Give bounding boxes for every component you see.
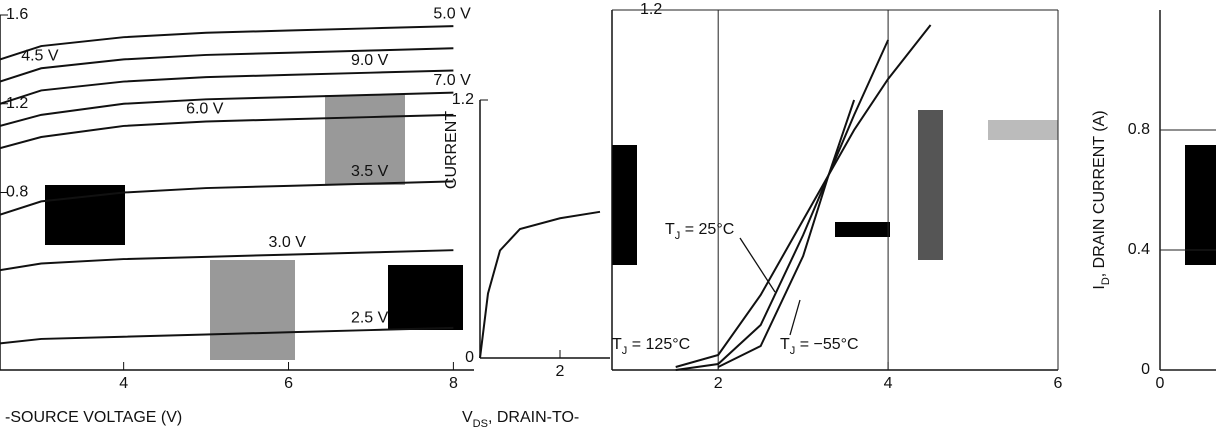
arrow <box>739 237 776 293</box>
label-part: J <box>675 230 681 242</box>
label-part: J <box>790 345 796 357</box>
label-part: = −55°C <box>795 336 858 353</box>
x-tick-label: 4 <box>119 375 128 392</box>
series-label: 4.5 V <box>21 47 59 64</box>
block <box>1185 145 1216 265</box>
series-line <box>0 69 454 105</box>
x-tick-label: 4 <box>884 375 893 392</box>
x-tick-label: 6 <box>1054 375 1063 392</box>
series-line <box>0 47 454 83</box>
x-tick-label: 6 <box>284 375 293 392</box>
label-part: J <box>622 345 628 357</box>
block <box>210 260 295 360</box>
x-tick-label: 0 <box>1156 375 1165 392</box>
y-tick-label: 0.8 <box>6 184 28 201</box>
y-tick-label: 0.8 <box>1128 121 1150 138</box>
label-part: I <box>1091 285 1108 289</box>
label-part: , DRAIN-TO- <box>488 409 579 426</box>
label-part: T <box>612 336 622 353</box>
label-part: = 125°C <box>627 336 690 353</box>
label-part: = 25°C <box>680 221 734 238</box>
y-tick-label: 1.6 <box>6 6 28 23</box>
series-label: 6.0 V <box>186 101 224 118</box>
block <box>325 95 405 185</box>
label-part: , DRAIN CURRENT (A) <box>1091 110 1108 277</box>
annotation: TJ = 125°C <box>612 336 690 357</box>
block <box>45 185 125 245</box>
block <box>835 222 890 237</box>
label-part: T <box>780 336 790 353</box>
series-line <box>0 113 454 150</box>
y-tick-label: 0 <box>465 349 474 366</box>
arrow <box>789 299 801 336</box>
series-line <box>717 99 856 368</box>
label-part: CURRENT <box>443 111 460 189</box>
series-label: 5.0 V <box>433 5 471 22</box>
x-tick-label: 8 <box>449 375 458 392</box>
arrows <box>739 237 801 336</box>
series-line <box>0 91 454 127</box>
label-part: T <box>665 221 675 238</box>
label-part: -SOURCE VOLTAGE (V) <box>5 409 182 426</box>
block <box>988 120 1058 140</box>
series-line <box>0 326 454 345</box>
x-tick-label: 2 <box>556 363 565 380</box>
glitch-blocks <box>45 95 1216 360</box>
label-part: V <box>462 409 473 426</box>
series-line <box>675 24 932 368</box>
block <box>388 265 463 330</box>
x-axis-label: -SOURCE VOLTAGE (V) <box>5 409 182 426</box>
y-axis-label: CURRENT <box>443 111 460 189</box>
y-tick-label: 1.2 <box>452 91 474 108</box>
series-label: 3.0 V <box>269 234 307 251</box>
series-label: 3.5 V <box>351 163 389 180</box>
block <box>612 145 637 265</box>
series-line <box>0 25 454 61</box>
label-part: DS <box>473 418 488 430</box>
block <box>918 110 943 260</box>
series-label: 2.5 V <box>351 309 389 326</box>
y-axis-label: ID, DRAIN CURRENT (A) <box>1091 110 1112 289</box>
series-line <box>675 39 890 371</box>
y-tick-label: 0.4 <box>1128 241 1150 258</box>
annotation: TJ = 25°C <box>665 221 734 242</box>
y-tick-label: 0 <box>1141 361 1150 378</box>
series-line <box>0 249 454 272</box>
series-line <box>0 180 454 216</box>
annotation: TJ = −55°C <box>780 336 859 357</box>
series-label: 7.0 V <box>433 72 471 89</box>
label-part: D <box>1100 277 1112 285</box>
x-tick-label: 2 <box>714 375 723 392</box>
series-line <box>479 210 601 359</box>
series-label: 9.0 V <box>351 52 389 69</box>
x-axis-label: VDS, DRAIN-TO- <box>462 409 579 430</box>
